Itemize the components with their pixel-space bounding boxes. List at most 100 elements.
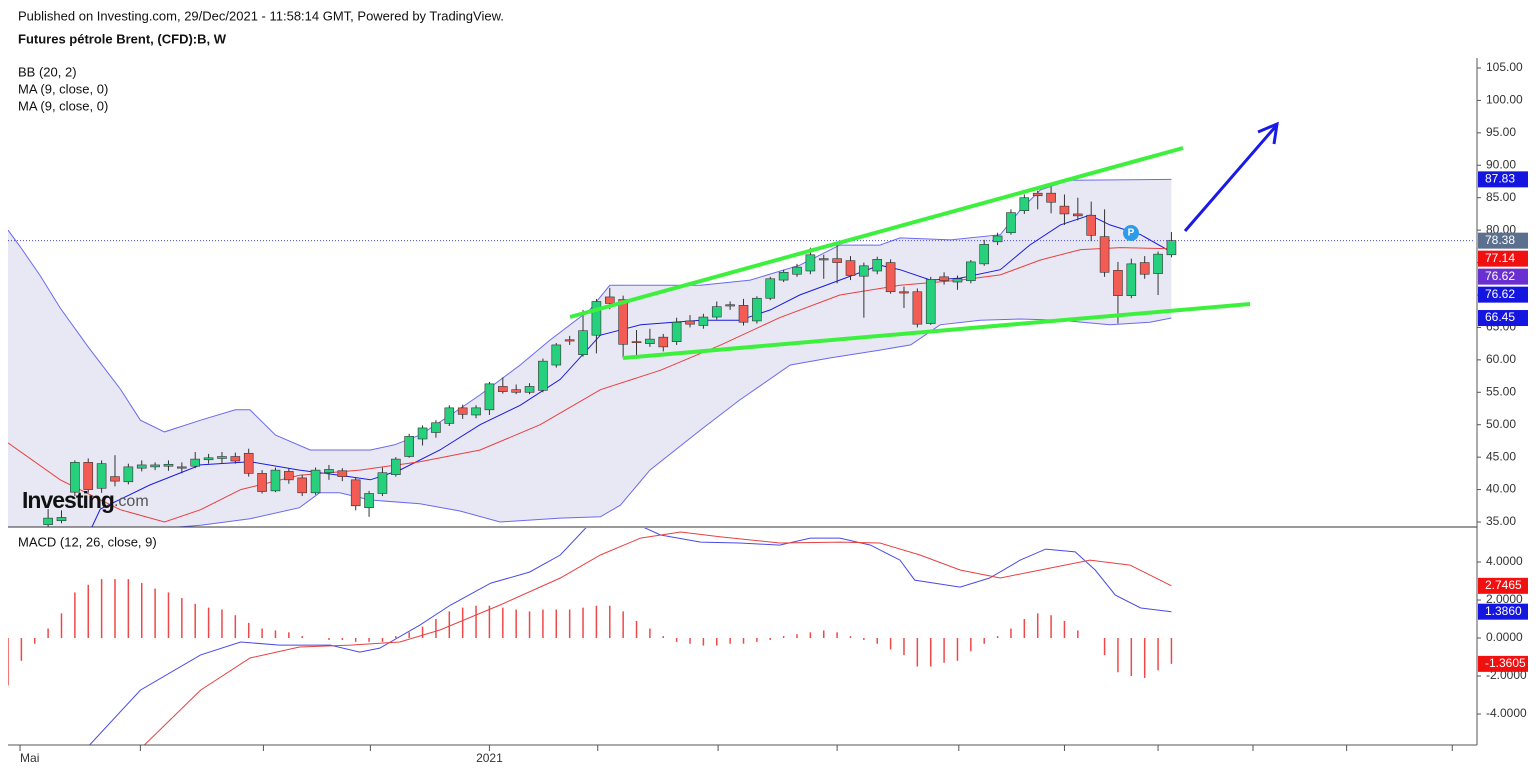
candle-body [564,339,575,342]
logo: Investing.com [22,487,149,513]
y-tick-label: 60.00 [1486,352,1516,366]
arrow-head [1257,121,1279,145]
candle-body [805,254,816,272]
candle-body [217,456,227,459]
candle-body [899,291,909,294]
last-value-label: 77.14 [1485,251,1515,265]
indicator-label: BB (20, 2) [18,64,77,79]
candle-body [1073,213,1083,217]
last-value-box [1478,250,1528,267]
candle-body [818,258,829,261]
last-value-label: 76.62 [1485,287,1515,301]
candle-body [1126,263,1137,296]
candle-body [725,304,735,307]
logo-name: Investing [22,487,114,513]
candle-body [578,330,588,355]
candle-body [163,463,174,467]
marker-label: P [1128,228,1135,239]
y-tick-label: 55.00 [1486,384,1516,398]
y-tick-label: 90.00 [1486,157,1516,171]
candle-body [1113,270,1123,296]
macd-line [89,528,1172,745]
candle-body [377,472,388,494]
last-value-box [1478,655,1528,672]
candle-body [83,462,94,490]
candle-body [243,452,254,474]
candle-body [631,341,642,343]
candle-body [110,476,120,482]
candle-body [1019,197,1030,211]
candle-body [257,473,267,492]
y-tick-label: 0.0000 [1486,630,1523,644]
candle-body [297,477,308,494]
candle-body [845,260,856,276]
candle-body [270,469,281,492]
last-value-label: 2.7465 [1485,578,1522,592]
candle-body [364,493,374,509]
candle-body [177,466,187,469]
indicator-label: MA (9, close, 0) [18,81,108,96]
candle-body [952,278,963,283]
candle-body [966,261,976,282]
arrow [1183,125,1278,232]
y-tick-label: 40.00 [1486,482,1516,496]
last-value-label: 1.3860 [1485,604,1522,618]
candle-body [391,458,401,475]
indicator-line [8,178,1172,451]
candle-body [792,266,802,275]
indicator-line [8,247,1172,523]
candle-body [1032,192,1043,197]
candle-body [337,470,348,477]
last-value-box [1478,577,1528,594]
candle-body [618,299,628,345]
last-value-box [1478,310,1528,327]
candle-body [1153,253,1163,274]
last-value-label: 78.38 [1485,233,1515,247]
candle-body [912,291,923,325]
candle-body [551,344,562,366]
candle-body [885,262,896,293]
y-tick-label: 105.00 [1486,60,1523,74]
candle-body [497,386,508,392]
candle-body [711,306,722,318]
last-value-label: -1.3605 [1485,656,1526,670]
price-pane [8,178,1475,527]
candle-body [671,321,682,342]
candle-body [658,336,669,348]
candle-body [190,458,201,467]
last-value-label: 66.45 [1485,310,1515,324]
last-value-label: 76.62 [1485,269,1515,283]
candle-body [230,456,241,462]
candle-body [457,407,468,415]
y-tick-label: 95.00 [1486,125,1516,139]
last-value-box [1478,603,1528,620]
x-tick-label: 2021 [476,751,503,765]
candle-body [123,466,134,483]
candle-body [738,305,749,323]
candle-body [310,469,321,494]
trendline [622,302,1251,360]
candle-body [203,457,214,461]
candle-body [752,297,762,322]
candle-body [591,301,602,336]
candle-body [925,279,936,324]
candle-body [43,517,53,525]
source-line: Published on Investing.com, 29/Dec/2021 … [18,8,504,23]
candle-body [56,517,67,522]
axes: Mai 202135.0040.0045.0050.0055.0060.0065.… [8,58,1528,765]
candle-body [872,259,883,272]
candle-body [992,235,1003,243]
marker [1123,225,1139,241]
candle-body [538,360,548,391]
candle-body [350,479,361,507]
candle-body [150,464,160,468]
y-tick-label: 35.00 [1486,514,1516,528]
instrument-title: Futures pétrole Brent, (CFD):B, W [18,31,227,46]
candle-body [96,463,107,489]
candle-body [698,316,709,326]
last-value-label: 87.83 [1485,172,1515,186]
y-tick-label: 4.0000 [1486,554,1523,568]
candle-body [284,471,294,481]
y-tick-label: 50.00 [1486,417,1516,431]
macd-line [144,531,1172,745]
